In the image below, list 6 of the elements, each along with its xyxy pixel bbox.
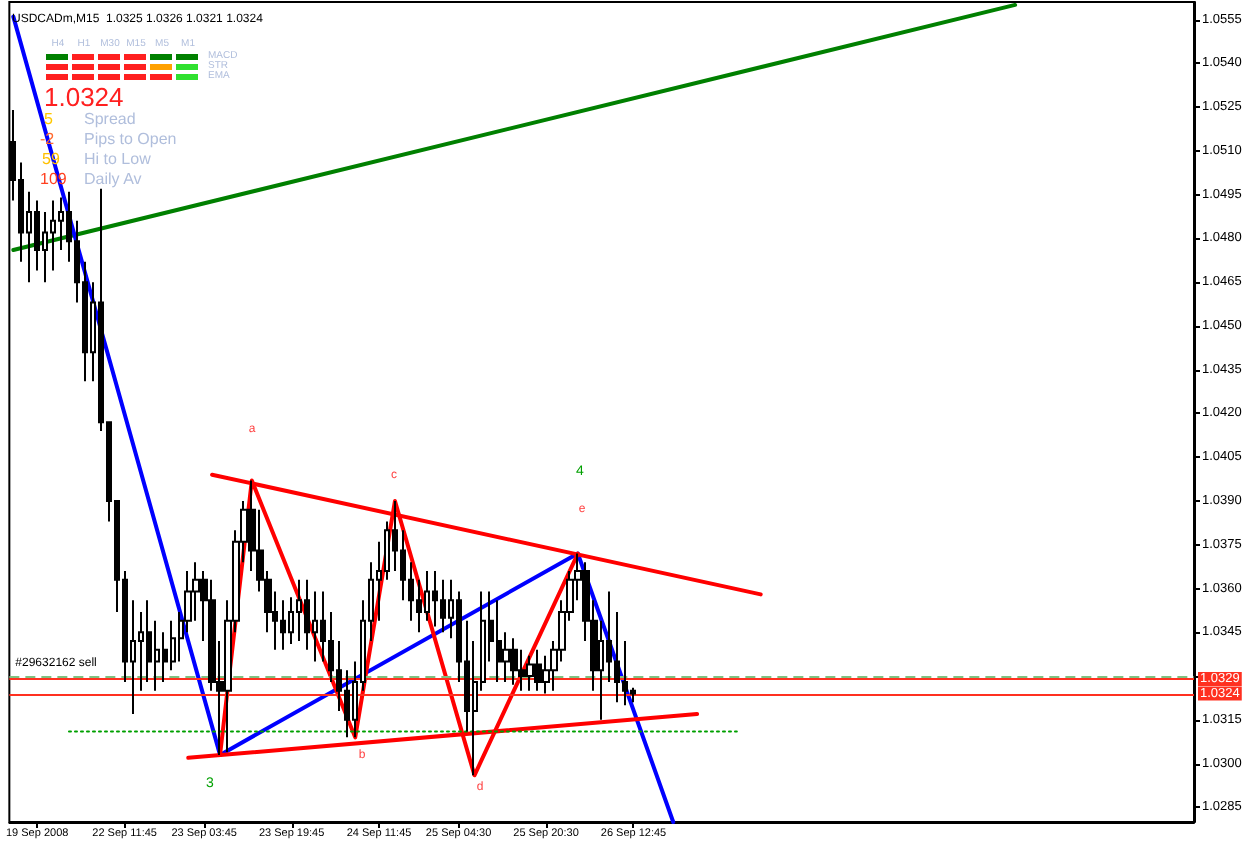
annotation: Spread [84,110,136,128]
annotation: 1.0324 [44,82,124,112]
annotation: Daily Av [84,170,142,188]
annotation: Hi to Low [84,150,151,168]
annotation: 5 [44,110,53,128]
annotation: Pips to Open [84,130,177,148]
